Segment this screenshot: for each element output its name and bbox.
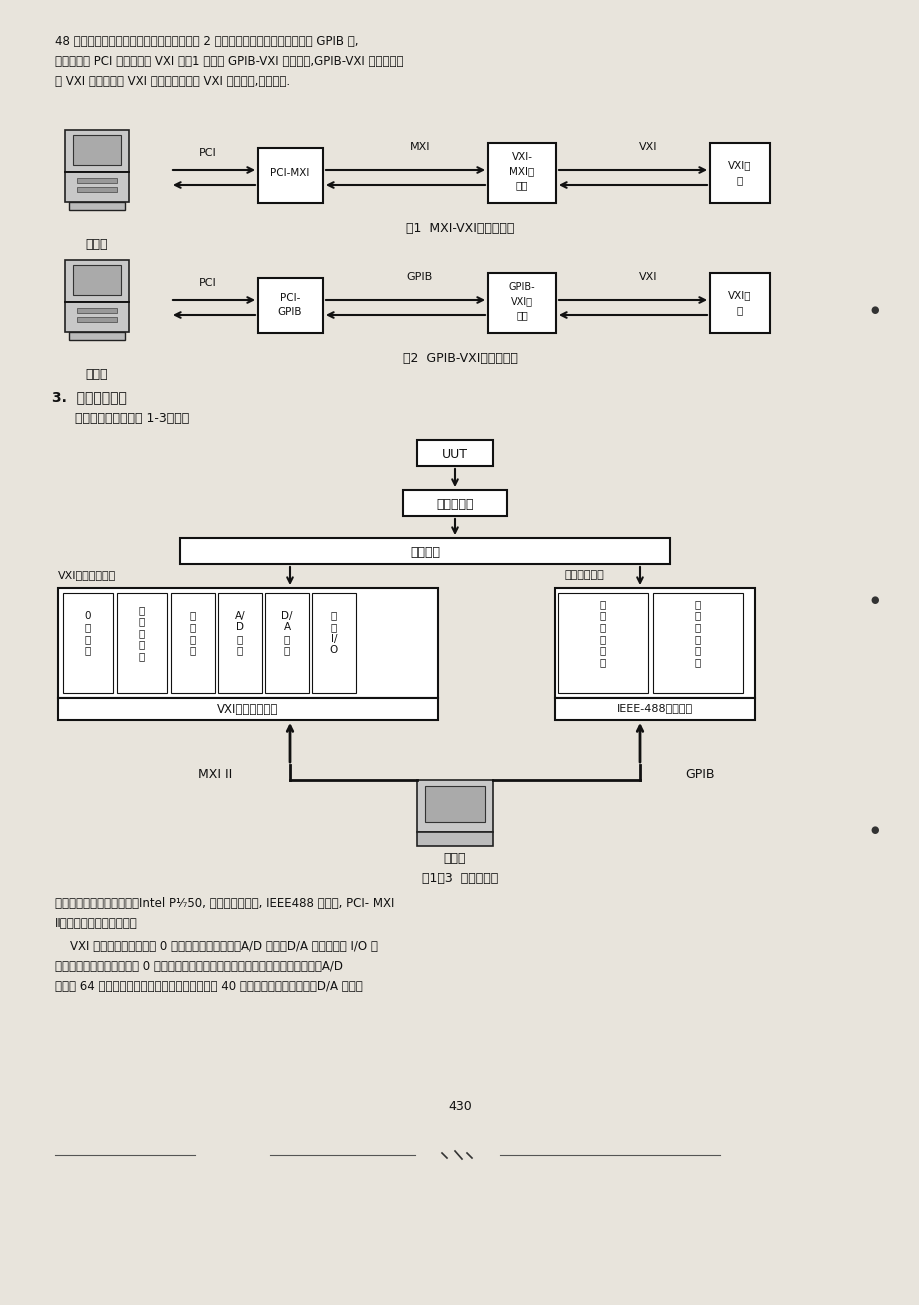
Bar [652,592,743,693]
Text: VXI模: VXI模 [728,290,751,300]
Bar [69,331,125,341]
Bar [58,698,437,720]
Text: GPIB: GPIB [278,307,302,317]
Bar [257,147,323,204]
Bar [265,592,309,693]
Bar [77,177,117,183]
Text: ●: ● [869,305,879,315]
Bar [554,589,754,698]
Text: D/
A
模
块: D/ A 模 块 [281,611,292,655]
Bar [558,592,647,693]
Text: UUT: UUT [441,448,468,461]
Bar [65,130,129,172]
Bar [709,273,769,333]
Text: 图1－3  系统硬件图: 图1－3 系统硬件图 [422,872,497,885]
Bar [77,187,117,192]
Text: VXI-: VXI- [511,151,532,162]
Text: 多
路
开
关: 多 路 开 关 [189,611,196,655]
Text: 430: 430 [448,1100,471,1113]
Text: 块: 块 [736,305,743,315]
Text: 接口适配器: 接口适配器 [436,499,473,512]
Text: 0
槽
模
块: 0 槽 模 块 [85,611,91,655]
Bar [218,592,262,693]
Text: GPIB: GPIB [406,271,433,282]
Bar [403,489,506,515]
Text: 计算机: 计算机 [443,852,466,865]
Text: 程
控
直
流
电
源: 程 控 直 流 电 源 [694,599,700,667]
Text: 图1  MXI-VXI方式示意图: 图1 MXI-VXI方式示意图 [405,222,514,235]
Bar [416,833,493,846]
Text: GPIB: GPIB [685,769,714,780]
Bar [257,278,323,333]
Bar [171,592,215,693]
Text: 块: 块 [736,175,743,185]
Text: 块以及多路开关组成。其中 0 槽模块是一个特殊的模块，它主要用于管理其它模块。A/D: 块以及多路开关组成。其中 0 槽模块是一个特殊的模块，它主要用于管理其它模块。A… [55,960,343,974]
Bar [62,592,113,693]
Bar [312,592,356,693]
Text: Ⅱ接口卡，条型码阅读器。: Ⅱ接口卡，条型码阅读器。 [55,917,138,930]
Text: 数
字
I/
O: 数 字 I/ O [330,611,338,655]
Text: MXI: MXI [409,142,430,151]
Text: VXI总线仪器模块: VXI总线仪器模块 [217,703,278,716]
Text: PCI: PCI [199,147,217,158]
Bar [65,172,129,202]
Text: 转接机筱: 转接机筱 [410,545,439,559]
Text: VXI: VXI [638,142,656,151]
Text: VXI: VXI [638,271,656,282]
Text: ●: ● [869,595,879,606]
Text: 模块为 64 通道多功能数据采集模块，它主要完成 40 路模拟信号的采集工作。D/A 模块为: 模块为 64 通道多功能数据采集模块，它主要完成 40 路模拟信号的采集工作。D… [55,980,362,993]
Text: PCI: PCI [199,278,217,288]
Text: 计算机: 计算机 [85,238,108,251]
Bar [487,144,555,204]
Text: 计算机: 计算机 [85,368,108,381]
Bar [58,589,437,698]
Text: GPIB-: GPIB- [508,282,535,292]
Text: 48 总线仪器如程控电源等，其基本结构如图 2 所示。它在计算机扩展槽中插入 GPIB 卡,: 48 总线仪器如程控电源等，其基本结构如图 2 所示。它在计算机扩展槽中插入 G… [55,35,358,48]
Bar [709,144,769,204]
Bar [180,538,669,564]
Text: ●: ● [869,825,879,835]
Bar [487,273,555,333]
Text: IEEE-488总线仪器: IEEE-488总线仪器 [617,703,692,713]
Bar [416,440,493,466]
Bar [554,698,754,720]
Bar [73,265,121,295]
Text: 本系统硬件结构如图 1-3所示：: 本系统硬件结构如图 1-3所示： [75,412,189,425]
Text: VXI总线仪器模块: VXI总线仪器模块 [58,570,116,579]
Text: A/
D
模
块: A/ D 模 块 [234,611,245,655]
Bar [117,592,167,693]
Text: 程控仪器资源: 程控仪器资源 [564,570,604,579]
Text: VXI 总线仪器模块主要由 0 槽模块、数字万用表、A/D 模块、D/A 模块、数字 I/O 模: VXI 总线仪器模块主要由 0 槽模块、数字万用表、A/D 模块、D/A 模块、… [55,940,378,953]
Text: 图2  GPIB-VXI方式示意图: 图2 GPIB-VXI方式示意图 [403,352,516,365]
Text: VXI模: VXI模 [728,161,751,170]
Text: PCI-MXI: PCI-MXI [270,168,310,177]
Text: VXI转: VXI转 [510,296,532,305]
Bar [65,260,129,301]
Text: 数
字
万
用
表: 数 字 万 用 表 [139,604,145,662]
Bar [65,301,129,331]
Text: 换器: 换器 [516,311,528,320]
Bar [73,134,121,164]
Text: 系统所采用的计算机配置：Intel P⅐50, 配有网络适配器, IEEE488 总线卡, PCI- MXI: 系统所采用的计算机配置：Intel P⅐50, 配有网络适配器, IEEE488… [55,897,394,910]
Text: 成 VXI 格式并通过 VXI 背板总线传输至 VXI 模块仪器,完成控制.: 成 VXI 格式并通过 VXI 背板总线传输至 VXI 模块仪器,完成控制. [55,74,289,87]
Bar [69,202,125,210]
Text: 3.  系统硬件组成: 3. 系统硬件组成 [52,390,127,405]
Bar [416,780,493,833]
Text: 换器: 换器 [516,180,528,191]
Text: MXI II: MXI II [198,769,232,780]
Bar [77,317,117,322]
Text: 程
控
交
流
电
源: 程 控 交 流 电 源 [599,599,606,667]
Text: 计算机通过 PCI 总线与位于 VXI 机符1 号槽的 GPIB-VXI 模块通信,GPIB-VXI 将信息转换: 计算机通过 PCI 总线与位于 VXI 机符1 号槽的 GPIB-VXI 模块通… [55,55,403,68]
Bar [425,786,484,822]
Bar [77,308,117,313]
Text: PCI-: PCI- [279,294,300,303]
Text: MXI转: MXI转 [509,166,534,176]
